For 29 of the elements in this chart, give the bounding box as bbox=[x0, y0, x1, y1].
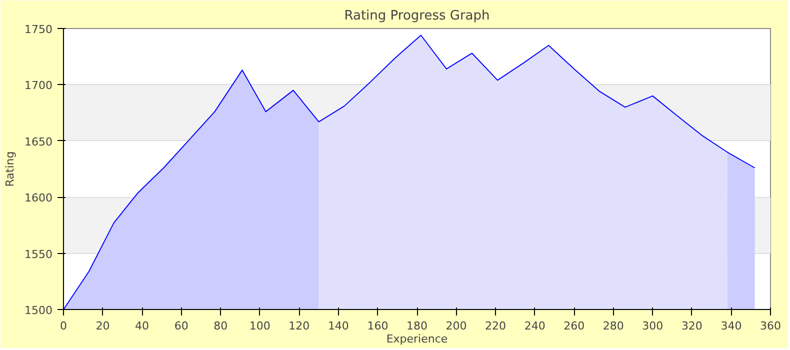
x-tick-label: 100 bbox=[249, 320, 270, 332]
x-tick-label: 80 bbox=[214, 320, 228, 332]
y-axis-title: Rating bbox=[4, 151, 17, 187]
x-tick-label: 300 bbox=[642, 320, 664, 332]
x-tick-label: 240 bbox=[524, 320, 546, 332]
y-tick-label: 1650 bbox=[24, 135, 53, 148]
line-series bbox=[64, 34, 756, 310]
x-tick-label: 140 bbox=[328, 320, 349, 332]
x-tick-label: 180 bbox=[406, 320, 428, 332]
y-tick-label: 1750 bbox=[24, 23, 53, 36]
x-tick-label: 220 bbox=[485, 320, 506, 332]
x-tick-label: 320 bbox=[681, 320, 702, 332]
x-tick-label: 60 bbox=[174, 320, 188, 332]
x-tick-label: 280 bbox=[602, 320, 624, 332]
y-tick-label: 1700 bbox=[24, 79, 53, 92]
x-tick-label: 200 bbox=[446, 320, 467, 332]
x-tick-label: 360 bbox=[760, 320, 781, 332]
y-tick-label: 1500 bbox=[24, 304, 53, 317]
y-tick-label: 1600 bbox=[24, 192, 53, 205]
x-tick-label: 0 bbox=[60, 320, 67, 332]
x-tick-label: 160 bbox=[367, 320, 388, 332]
x-tick-label: 120 bbox=[288, 320, 310, 332]
x-tick-label: 20 bbox=[96, 320, 110, 332]
chart-title: Rating Progress Graph bbox=[344, 8, 490, 24]
x-tick-label: 40 bbox=[135, 320, 150, 332]
y-tick-label: 1550 bbox=[24, 248, 53, 261]
x-tick-label: 260 bbox=[564, 320, 585, 332]
x-axis-title: Experience bbox=[386, 332, 448, 346]
x-tick-label: 340 bbox=[720, 320, 742, 332]
